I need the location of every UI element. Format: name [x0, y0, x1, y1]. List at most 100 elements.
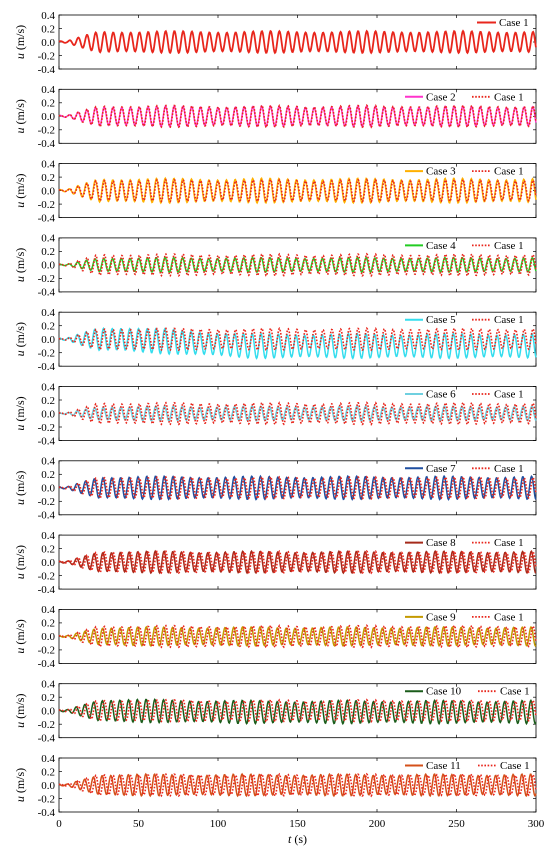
y-axis-label-var: u	[13, 425, 27, 431]
y-tick-label: -0.4	[38, 733, 56, 745]
panel-7: 0.40.2 0.0-0.2 -0.4 u (m/s) Case 7 Case 1	[13, 456, 537, 522]
legend-label: Case 11	[426, 760, 461, 772]
panel-5: 0.4 0.20.0 -0.2-0.4 u (m/s) Case 5 Case 1	[13, 307, 537, 373]
y-tick-label: 0.4	[41, 381, 55, 393]
legend-label: Case 6	[426, 389, 456, 401]
y-axis-label-var: u	[13, 276, 27, 282]
y-tick-label: -0.4	[38, 287, 56, 299]
y-tick-label: -0.4	[38, 435, 56, 447]
panel-1: 0.40.2 0.0-0.2 -0.4 u (m/s) Case 1	[13, 10, 537, 76]
legend: Case 3 Case 1	[405, 166, 524, 178]
y-axis-label-var: u	[13, 499, 27, 505]
legend: Case 1	[477, 17, 529, 29]
legend-label: Case 4	[426, 240, 456, 252]
y-axis-label-unit: (m/s)	[13, 694, 27, 719]
y-axis-label-var: u	[13, 53, 27, 59]
y-tick-label: 0.0	[41, 37, 55, 49]
y-tick-label: 0.4	[41, 530, 55, 542]
y-tick-label: 0.2	[41, 395, 55, 407]
panel-11: 0.40.2 0.0-0.2 -0.4 u (m/s) Case 11 Case 1 0 50…	[13, 753, 545, 846]
y-axis-label: u (m/s)	[13, 248, 27, 282]
legend-label: Case 1	[494, 611, 524, 623]
y-tick-label: 0.4	[41, 158, 55, 170]
panel-9: 0.4 0.20.0 -0.2-0.4 u (m/s) Case 9 Case 1	[13, 604, 537, 670]
panel-3: 0.4 0.20.0 -0.2-0.4 u (m/s) Case 3 Case 1	[13, 158, 537, 224]
y-axis-label-unit: (m/s)	[13, 471, 27, 496]
legend-label: Case 1	[494, 537, 524, 549]
y-tick-label: 0.0	[41, 260, 55, 272]
y-axis-label-var: u	[13, 796, 27, 802]
y-tick-label: 0.0	[41, 111, 55, 123]
y-tick-label: 0.2	[41, 23, 55, 35]
y-tick-label: -0.2	[38, 719, 55, 731]
legend-label: Case 5	[426, 314, 456, 326]
panel-10: 0.40.2 0.0-0.2 -0.4 u (m/s) Case 10 Case 1	[13, 679, 537, 745]
y-axis-label-unit: (m/s)	[13, 99, 27, 124]
x-axis-label-var: t	[288, 832, 292, 846]
y-axis-label: u (m/s)	[13, 25, 27, 59]
legend: Case 10 Case 1	[405, 686, 530, 698]
y-tick-label: -0.2	[38, 199, 55, 211]
y-axis-label-unit: (m/s)	[13, 248, 27, 273]
legend: Case 9 Case 1	[405, 611, 524, 623]
y-axis-label: u (m/s)	[13, 322, 27, 356]
y-axis-label-unit: (m/s)	[13, 25, 27, 50]
legend-label: Case 1	[500, 686, 530, 698]
y-axis-label-unit: (m/s)	[13, 322, 27, 347]
y-tick-label: 0.2	[41, 321, 55, 333]
x-axis-label: t (s)	[288, 832, 307, 846]
series-line-case-11	[58, 772, 537, 798]
y-tick-label: -0.4	[38, 510, 56, 522]
x-tick-label: 0	[56, 818, 62, 830]
legend-label: Case 9	[426, 611, 456, 623]
y-axis-label-var: u	[13, 127, 27, 133]
y-tick-label: 0.0	[41, 631, 55, 643]
y-tick-label: -0.4	[38, 807, 56, 819]
y-tick-label: 0.0	[41, 557, 55, 569]
series-line-case-8	[58, 549, 537, 575]
y-tick-label: 0.0	[41, 185, 55, 197]
y-tick-label: -0.4	[38, 212, 56, 224]
y-axis-label: u (m/s)	[13, 619, 27, 653]
y-tick-label: 0.4	[41, 233, 55, 245]
y-tick-label: 0.0	[41, 780, 55, 792]
legend-label: Case 1	[494, 389, 524, 401]
x-tick-label: 100	[210, 818, 227, 830]
legend-label: Case 3	[426, 166, 456, 178]
panel-4: 0.40.2 0.0-0.2 -0.4 u (m/s) Case 4 Case 1	[13, 233, 537, 299]
x-tick-label: 150	[289, 818, 306, 830]
x-tick-label: 200	[369, 818, 386, 830]
legend-label: Case 1	[499, 17, 529, 29]
y-axis-label-unit: (m/s)	[13, 396, 27, 421]
y-tick-label: -0.4	[38, 64, 56, 76]
series-line-case-5	[58, 327, 537, 360]
legend-label: Case 1	[500, 760, 530, 772]
series-line-case-1	[58, 29, 537, 55]
y-axis-label-var: u	[13, 202, 27, 208]
y-axis-label: u (m/s)	[13, 545, 27, 579]
y-tick-label: 0.2	[41, 692, 55, 704]
series-line-case-9	[58, 625, 537, 648]
series-line-case-10	[58, 698, 537, 726]
y-tick-label: 0.4	[41, 307, 55, 319]
legend: Case 7 Case 1	[405, 463, 524, 475]
panel-2: 0.4 0.20.0 -0.2-0.4 u (m/s) Case 2 Case 1	[13, 84, 537, 150]
y-axis-label-unit: (m/s)	[13, 173, 27, 198]
y-tick-label: 0.4	[41, 84, 55, 96]
y-axis-label-var: u	[13, 350, 27, 356]
y-tick-label: -0.2	[38, 50, 55, 62]
y-tick-label: 0.4	[41, 456, 55, 468]
y-axis-label-unit: (m/s)	[13, 619, 27, 644]
y-tick-label: 0.2	[41, 469, 55, 481]
legend-label: Case 1	[494, 314, 524, 326]
y-tick-label: 0.0	[41, 334, 55, 346]
legend-label: Case 8	[426, 537, 456, 549]
y-axis-label: u (m/s)	[13, 471, 27, 505]
y-axis-label: u (m/s)	[13, 694, 27, 728]
x-axis-label-unit: (s)	[294, 832, 307, 846]
y-tick-label: -0.2	[38, 496, 55, 508]
y-tick-label: 0.2	[41, 766, 55, 778]
y-tick-label: -0.4	[38, 138, 56, 150]
y-tick-label: -0.4	[38, 584, 56, 596]
